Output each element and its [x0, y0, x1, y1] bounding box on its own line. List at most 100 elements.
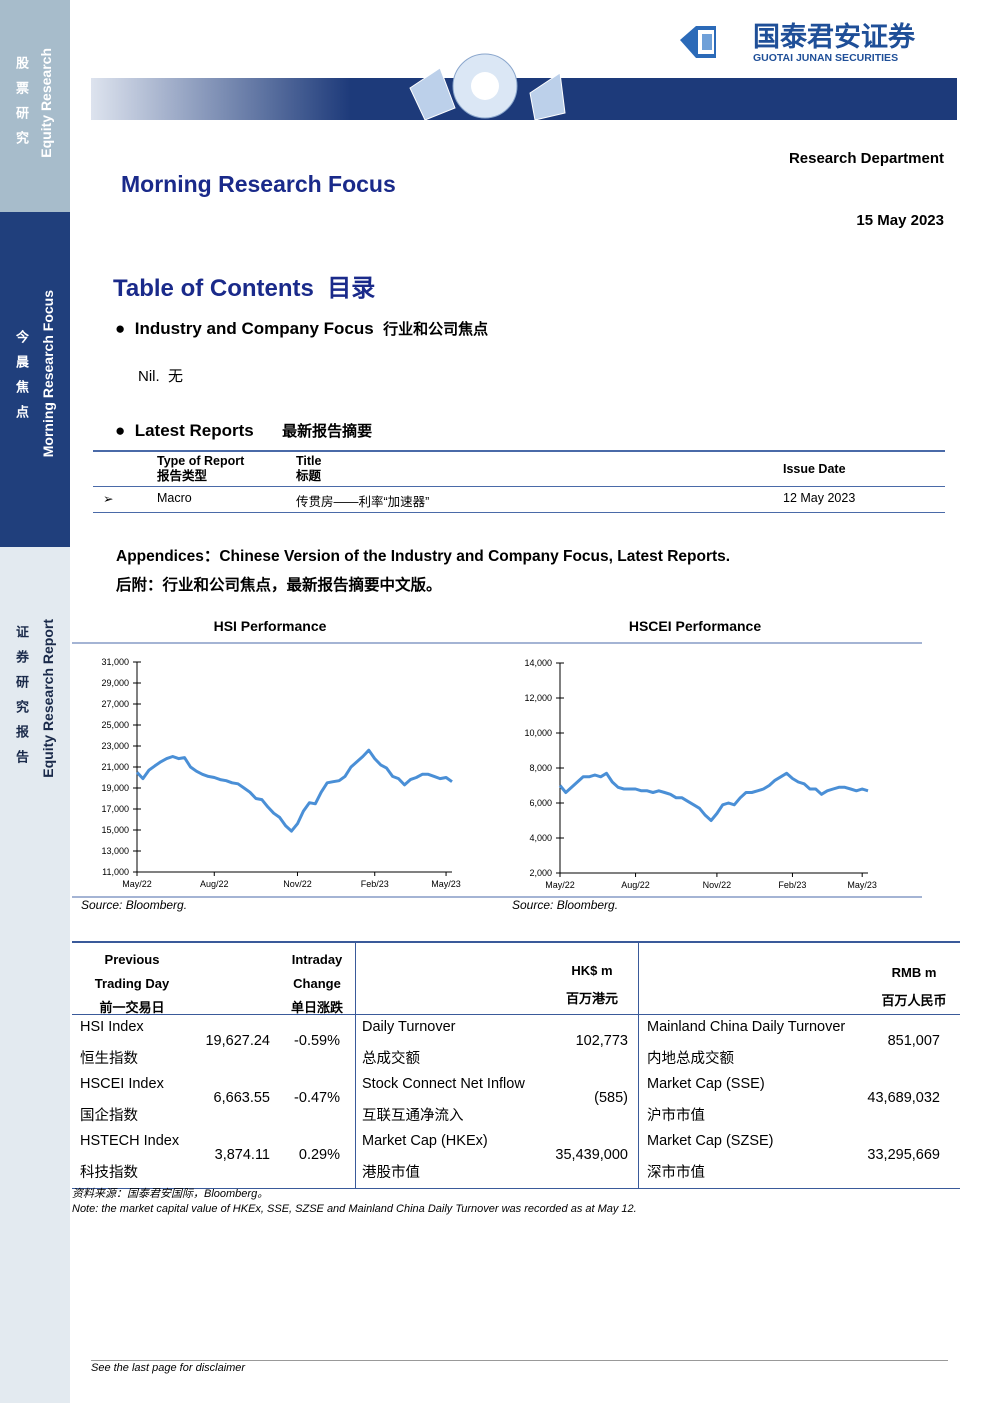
x-tick-label: Aug/22	[200, 879, 229, 889]
x-tick-label: Nov/22	[703, 880, 732, 890]
hk-item-cn: 港股市值	[362, 1165, 420, 1181]
change-value: 0.29%	[298, 1147, 340, 1163]
line	[558, 771, 869, 822]
sidebar-en: Equity Research	[38, 48, 54, 158]
toc-title-en: Table of Contents	[113, 275, 314, 302]
chart-source: Source: Bloomberg.	[512, 898, 618, 912]
line	[135, 748, 453, 833]
sidebar-top: 股票研究 Equity Research	[0, 0, 70, 212]
sidebar-en: Morning Research Focus	[40, 290, 56, 458]
y-tick-label: 17,000	[101, 804, 129, 814]
footer-disclaimer: See the last page for disclaimer	[91, 1362, 246, 1374]
y-tick-label: 12,000	[524, 693, 552, 703]
change-value: -0.47%	[294, 1090, 340, 1106]
footer-rule	[91, 1360, 948, 1361]
section-title: Industry and Company Focus	[134, 319, 374, 338]
header-close: Previous Trading Day 前一交易日	[92, 948, 172, 1020]
y-tick-label: 15,000	[101, 825, 129, 835]
sidebar-bottom: 证券研究报告 Equity Research Report	[0, 547, 70, 1403]
rmb-value: 851,007	[887, 1033, 940, 1049]
h: HK$ m	[571, 963, 613, 978]
close-value: 3,874.11	[214, 1147, 270, 1163]
cell: Macro	[157, 491, 192, 505]
h: Trading Day	[94, 976, 170, 991]
index-name-cn: 国企指数	[80, 1108, 138, 1124]
hk-item: Daily Turnover	[362, 1019, 456, 1035]
banner	[91, 78, 957, 120]
y-tick-label: 29,000	[101, 678, 129, 688]
index-name: HSI Index	[80, 1019, 144, 1035]
x-tick-label: Nov/22	[283, 879, 312, 889]
row-bullet: ➢	[103, 492, 114, 506]
x-tick-label: May/23	[431, 879, 461, 889]
y-tick-label: 4,000	[529, 833, 552, 843]
header-rmb: RMB m 百万人民币	[872, 959, 956, 1015]
report-title: Morning Research Focus	[121, 171, 396, 197]
x-tick-label: May/23	[847, 880, 877, 890]
rmb-item-cn: 沪市市值	[647, 1108, 705, 1124]
toc-section: ● Latest Reports 最新报告摘要	[115, 421, 373, 440]
h: 前一交易日	[99, 1000, 165, 1015]
header-en: Title	[296, 454, 322, 468]
y-tick-label: 2,000	[529, 868, 552, 878]
y-tick-label: 8,000	[529, 763, 552, 773]
section-title-cn: 行业和公司焦点	[383, 321, 489, 338]
index-name-cn: 恒生指数	[80, 1051, 138, 1067]
x-tick-label: May/22	[545, 880, 575, 890]
rmb-value: 43,689,032	[867, 1090, 940, 1106]
change-value: -0.59%	[294, 1033, 340, 1049]
section-title-cn: 最新报告摘要	[282, 423, 373, 440]
logo-en: GUOTAI JUNAN SECURITIES	[753, 52, 898, 64]
diamond-graphic	[409, 53, 566, 121]
header-en: Type of Report	[157, 454, 245, 468]
sidebar-cn: 证券研究报告	[14, 625, 29, 775]
rmb-item-cn: 内地总成交额	[647, 1051, 734, 1067]
chart-source: Source: Bloomberg.	[81, 898, 187, 912]
y-tick-label: 14,000	[524, 658, 552, 668]
rmb-item-cn: 深市市值	[647, 1165, 705, 1181]
cell: 传贯房——利率“加速器”	[296, 495, 430, 509]
rmb-item: Market Cap (SZSE)	[647, 1133, 774, 1149]
y-tick-label: 23,000	[101, 741, 129, 751]
sidebar-cn: 今晨焦点	[14, 330, 29, 430]
x-tick-label: Feb/23	[361, 879, 389, 889]
index-name: HSCEI Index	[80, 1076, 164, 1092]
h: Change	[293, 976, 341, 991]
y-tick-label: 11,000	[102, 867, 129, 877]
header-change: Intraday Change 单日涨跌	[282, 948, 352, 1020]
sidebar-middle: 今晨焦点 Morning Research Focus	[0, 212, 70, 547]
y-tick-label: 27,000	[101, 699, 129, 709]
note: Note: the market capital value of HKEx, …	[72, 1203, 637, 1215]
close-value: 19,627.24	[205, 1033, 270, 1049]
y-tick-label: 31,000	[101, 657, 129, 667]
section-body: Nil. 无	[138, 368, 184, 385]
hsi-chart: HSI Performance Source: Bloomberg. 11,00…	[72, 618, 482, 912]
hk-value: 35,439,000	[555, 1147, 628, 1163]
table-notes: 资料来源：国泰君安国际，Bloomberg。 Note: the market c…	[72, 1187, 637, 1217]
h: Previous	[104, 952, 160, 967]
x-tick-label: Feb/23	[778, 880, 806, 890]
y-tick-label: 13,000	[101, 846, 129, 856]
rmb-item: Mainland China Daily Turnover	[647, 1019, 846, 1035]
hk-item-cn: 总成交额	[362, 1051, 420, 1067]
cell: 12 May 2023	[783, 491, 856, 505]
index-name-cn: 科技指数	[80, 1165, 138, 1181]
reports-table: Type of Report 报告类型 Title 标题 Issue Date ➢ …	[93, 450, 945, 513]
header-cn: 报告类型	[157, 469, 208, 483]
hk-value: (585)	[594, 1090, 628, 1106]
sidebar-en: Equity Research Report	[40, 619, 56, 778]
hscei-chart: HSCEI Performance Source: Bloomberg. 2,0…	[482, 618, 922, 912]
rmb-value: 33,295,669	[867, 1147, 940, 1163]
h: 单日涨跌	[290, 1000, 343, 1015]
source: 资料来源：国泰君安国际，Bloomberg。	[72, 1188, 269, 1200]
report-date: 15 May 2023	[856, 212, 944, 229]
h: 百万人民币	[881, 993, 947, 1008]
department: Research Department	[788, 150, 944, 167]
logo: 国泰君安证券 GUOTAI JUNAN SECURITIES	[680, 22, 916, 64]
y-tick-label: 25,000	[101, 720, 129, 730]
y-tick-label: 21,000	[101, 762, 129, 772]
header-cn: 标题	[296, 469, 322, 483]
hk-item: Stock Connect Net Inflow	[362, 1076, 525, 1092]
toc-title: Table of Contents 目录	[113, 268, 375, 303]
y-tick-label: 19,000	[101, 783, 129, 793]
